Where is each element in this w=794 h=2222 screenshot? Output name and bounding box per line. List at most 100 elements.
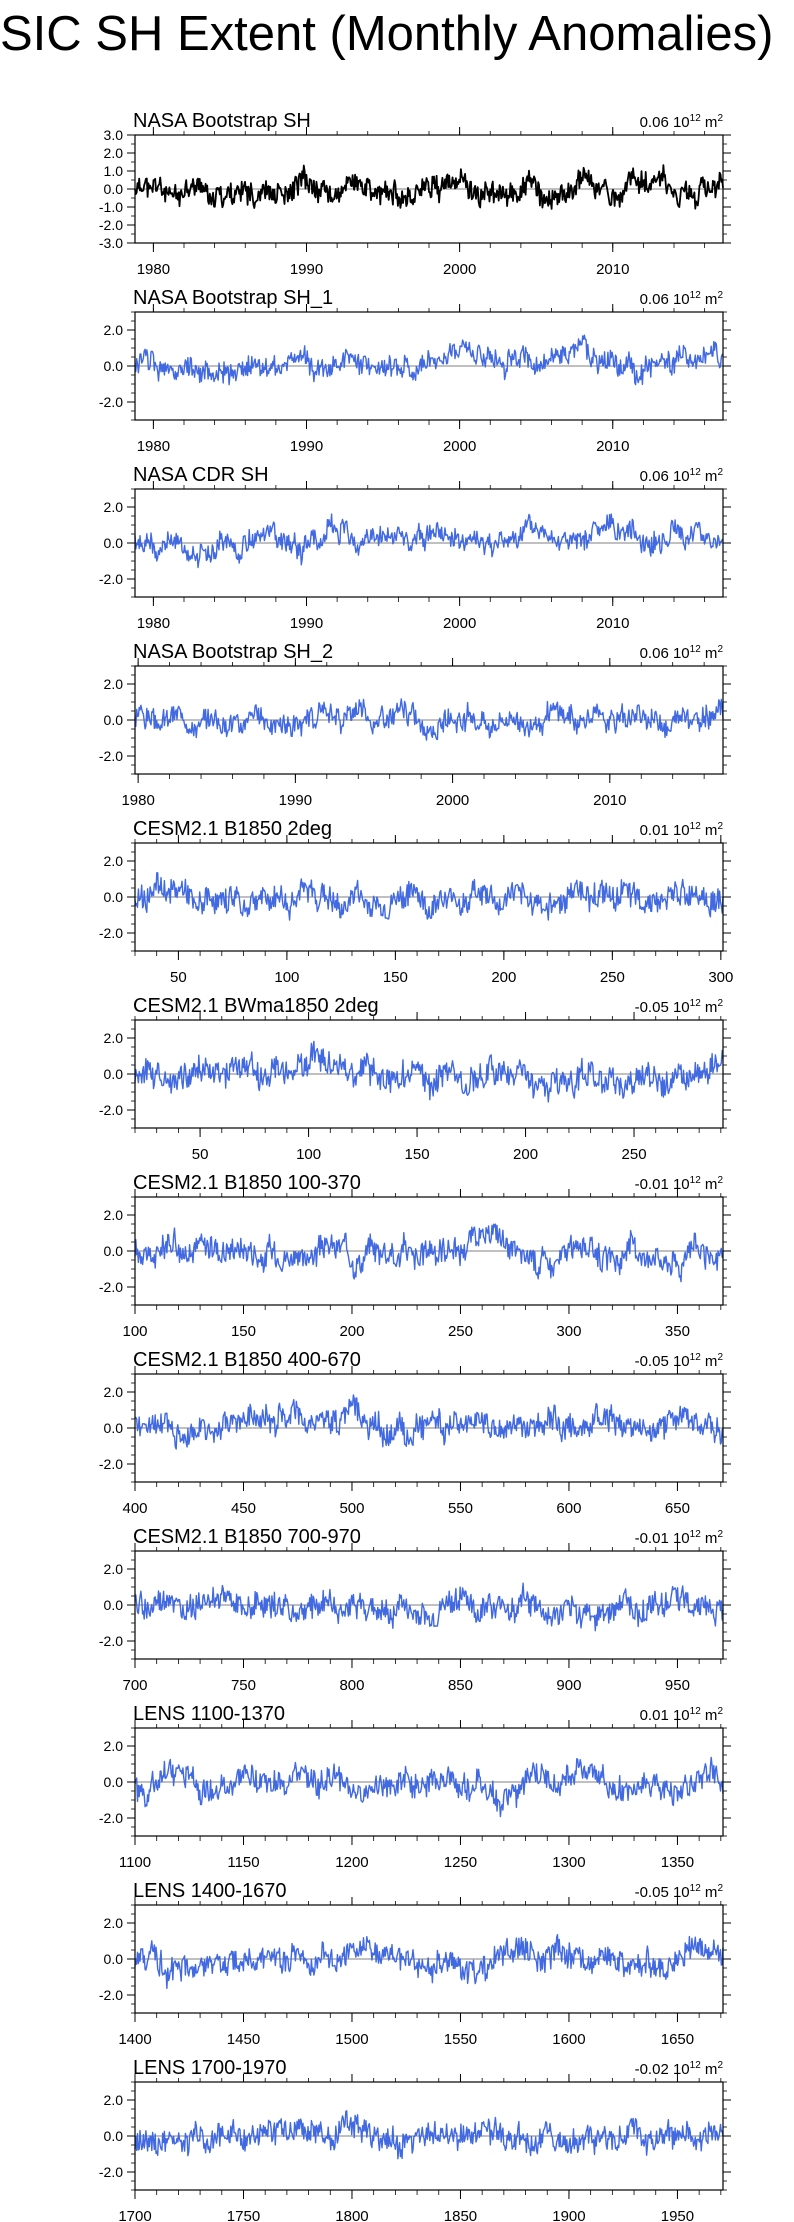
- x-tick-label: 1990: [290, 438, 323, 455]
- y-tick-label: 2.0: [104, 1561, 124, 1577]
- panel-11: LENS 1400-1670 -0.05 1012 m2 2.0 0.0 -2.0 140…: [99, 1880, 731, 2048]
- panel-mean-label: 0.06 1012 m2: [640, 113, 724, 131]
- x-tick-label: 1300: [552, 1854, 585, 1871]
- panel-mean-label: -0.05 1012 m2: [635, 1883, 724, 1901]
- y-tick-label: 2.0: [104, 1207, 124, 1223]
- panel-title: NASA Bootstrap SH_2: [133, 641, 333, 663]
- panel-title: LENS 1100-1370: [133, 1703, 285, 1725]
- y-tick-label: -3.0: [99, 235, 123, 251]
- x-tick-label: 1200: [335, 1854, 368, 1871]
- x-tick-label: 2000: [443, 438, 476, 455]
- panel-4: NASA Bootstrap SH_2 0.06 1012 m2 2.0 0.0 -2.…: [99, 641, 731, 809]
- series-line: [134, 334, 724, 386]
- x-tick-label: 400: [122, 1500, 147, 1517]
- series-line: [134, 1582, 724, 1632]
- x-tick-label: 150: [231, 1323, 256, 1340]
- y-tick-label: -2.0: [99, 1633, 123, 1649]
- x-tick-label: 250: [600, 969, 625, 986]
- x-tick-label: 50: [192, 1146, 209, 1163]
- x-tick-label: 800: [339, 1677, 364, 1694]
- x-tick-label: 1990: [290, 261, 323, 278]
- series-line: [134, 1040, 724, 1103]
- panel-title: LENS 1700-1970: [133, 2057, 286, 2079]
- x-tick-label: 250: [622, 1146, 647, 1163]
- x-tick-label: 200: [491, 969, 516, 986]
- x-tick-label: 600: [556, 1500, 581, 1517]
- series-line: [134, 2110, 724, 2160]
- x-tick-label: 1990: [279, 792, 312, 809]
- x-tick-label: 700: [122, 1677, 147, 1694]
- series-line: [134, 164, 724, 210]
- x-tick-label: 1990: [290, 615, 323, 632]
- panel-2: NASA Bootstrap SH_1 0.06 1012 m2 2.0 0.0 -2.…: [99, 287, 731, 455]
- panel-12: LENS 1700-1970 -0.02 1012 m2 2.0 0.0 -2.0 170…: [99, 2057, 731, 2222]
- y-tick-label: 0.0: [104, 712, 124, 728]
- y-tick-label: -2.0: [99, 217, 123, 233]
- x-tick-label: 200: [513, 1146, 538, 1163]
- panel-mean-label: 0.01 1012 m2: [640, 1706, 724, 1724]
- y-tick-label: -2.0: [99, 1987, 123, 2003]
- y-tick-label: -2.0: [99, 748, 123, 764]
- x-tick-label: 200: [339, 1323, 364, 1340]
- panel-mean-label: 0.01 1012 m2: [640, 821, 724, 839]
- x-tick-label: 100: [122, 1323, 147, 1340]
- y-tick-label: -2.0: [99, 1456, 123, 1472]
- panel-mean-label: 0.06 1012 m2: [640, 644, 724, 662]
- x-tick-label: 1400: [118, 2031, 151, 2048]
- series-line: [134, 1223, 724, 1283]
- x-tick-label: 1550: [444, 2031, 477, 2048]
- panel-10: LENS 1100-1370 0.01 1012 m2 2.0 0.0 -2.0 1100…: [99, 1703, 731, 1871]
- y-tick-label: 2.0: [104, 1030, 124, 1046]
- y-tick-label: -2.0: [99, 1279, 123, 1295]
- x-tick-label: 950: [665, 1677, 690, 1694]
- y-tick-label: 0.0: [104, 1243, 124, 1259]
- series-line: [134, 1933, 724, 1990]
- x-tick-label: 350: [665, 1323, 690, 1340]
- x-tick-label: 850: [448, 1677, 473, 1694]
- y-tick-label: 2.0: [104, 1915, 124, 1931]
- y-tick-label: 0.0: [104, 889, 124, 905]
- panel-3: NASA CDR SH 0.06 1012 m2 2.0 0.0 -2.0 1980 199…: [99, 464, 731, 632]
- x-tick-label: 2010: [596, 615, 629, 632]
- x-tick-label: 550: [448, 1500, 473, 1517]
- y-tick-label: -2.0: [99, 394, 123, 410]
- y-tick-label: 2.0: [104, 853, 124, 869]
- panel-mean-label: -0.05 1012 m2: [635, 1352, 724, 1370]
- panel-title: NASA Bootstrap SH: [133, 110, 311, 132]
- x-tick-label: 2010: [593, 792, 626, 809]
- y-tick-label: 2.0: [104, 2092, 124, 2108]
- x-tick-label: 300: [556, 1323, 581, 1340]
- x-tick-label: 2000: [443, 615, 476, 632]
- x-tick-label: 100: [274, 969, 299, 986]
- x-tick-label: 150: [405, 1146, 430, 1163]
- x-tick-label: 1900: [552, 2208, 585, 2222]
- x-tick-label: 1700: [118, 2208, 151, 2222]
- panel-1: NASA Bootstrap SH 0.06 1012 m2 3.0 2.0 1.0 0.…: [99, 110, 731, 278]
- y-tick-label: -2.0: [99, 571, 123, 587]
- panel-mean-label: -0.01 1012 m2: [635, 1175, 724, 1193]
- series-line: [134, 1756, 724, 1818]
- x-tick-label: 1800: [335, 2208, 368, 2222]
- x-tick-label: 1450: [227, 2031, 260, 2048]
- y-tick-label: 0.0: [104, 358, 124, 374]
- x-tick-label: 450: [231, 1500, 256, 1517]
- panel-title: CESM2.1 B1850 700-970: [133, 1526, 361, 1548]
- x-tick-label: 1980: [137, 615, 170, 632]
- y-tick-label: 2.0: [104, 676, 124, 692]
- series-line: [134, 1394, 724, 1450]
- panel-8: CESM2.1 B1850 400-670 -0.05 1012 m2 2.0 0.0…: [99, 1349, 731, 1517]
- y-tick-label: 2.0: [104, 145, 124, 161]
- panel-title: CESM2.1 BWma1850 2deg: [133, 995, 379, 1017]
- panel-9: CESM2.1 B1850 700-970 -0.01 1012 m2 2.0 0.0…: [99, 1526, 731, 1694]
- x-tick-label: 1500: [335, 2031, 368, 2048]
- y-tick-label: 0.0: [104, 1774, 124, 1790]
- series-line: [134, 698, 724, 741]
- y-tick-label: 2.0: [104, 1738, 124, 1754]
- y-tick-label: 3.0: [104, 127, 124, 143]
- panel-5: CESM2.1 B1850 2deg 0.01 1012 m2 2.0 0.0 -2.0…: [99, 818, 733, 986]
- x-tick-label: 150: [383, 969, 408, 986]
- panel-mean-label: -0.05 1012 m2: [635, 998, 724, 1016]
- x-tick-label: 100: [296, 1146, 321, 1163]
- y-tick-label: 2.0: [104, 322, 124, 338]
- y-tick-label: 1.0: [104, 163, 124, 179]
